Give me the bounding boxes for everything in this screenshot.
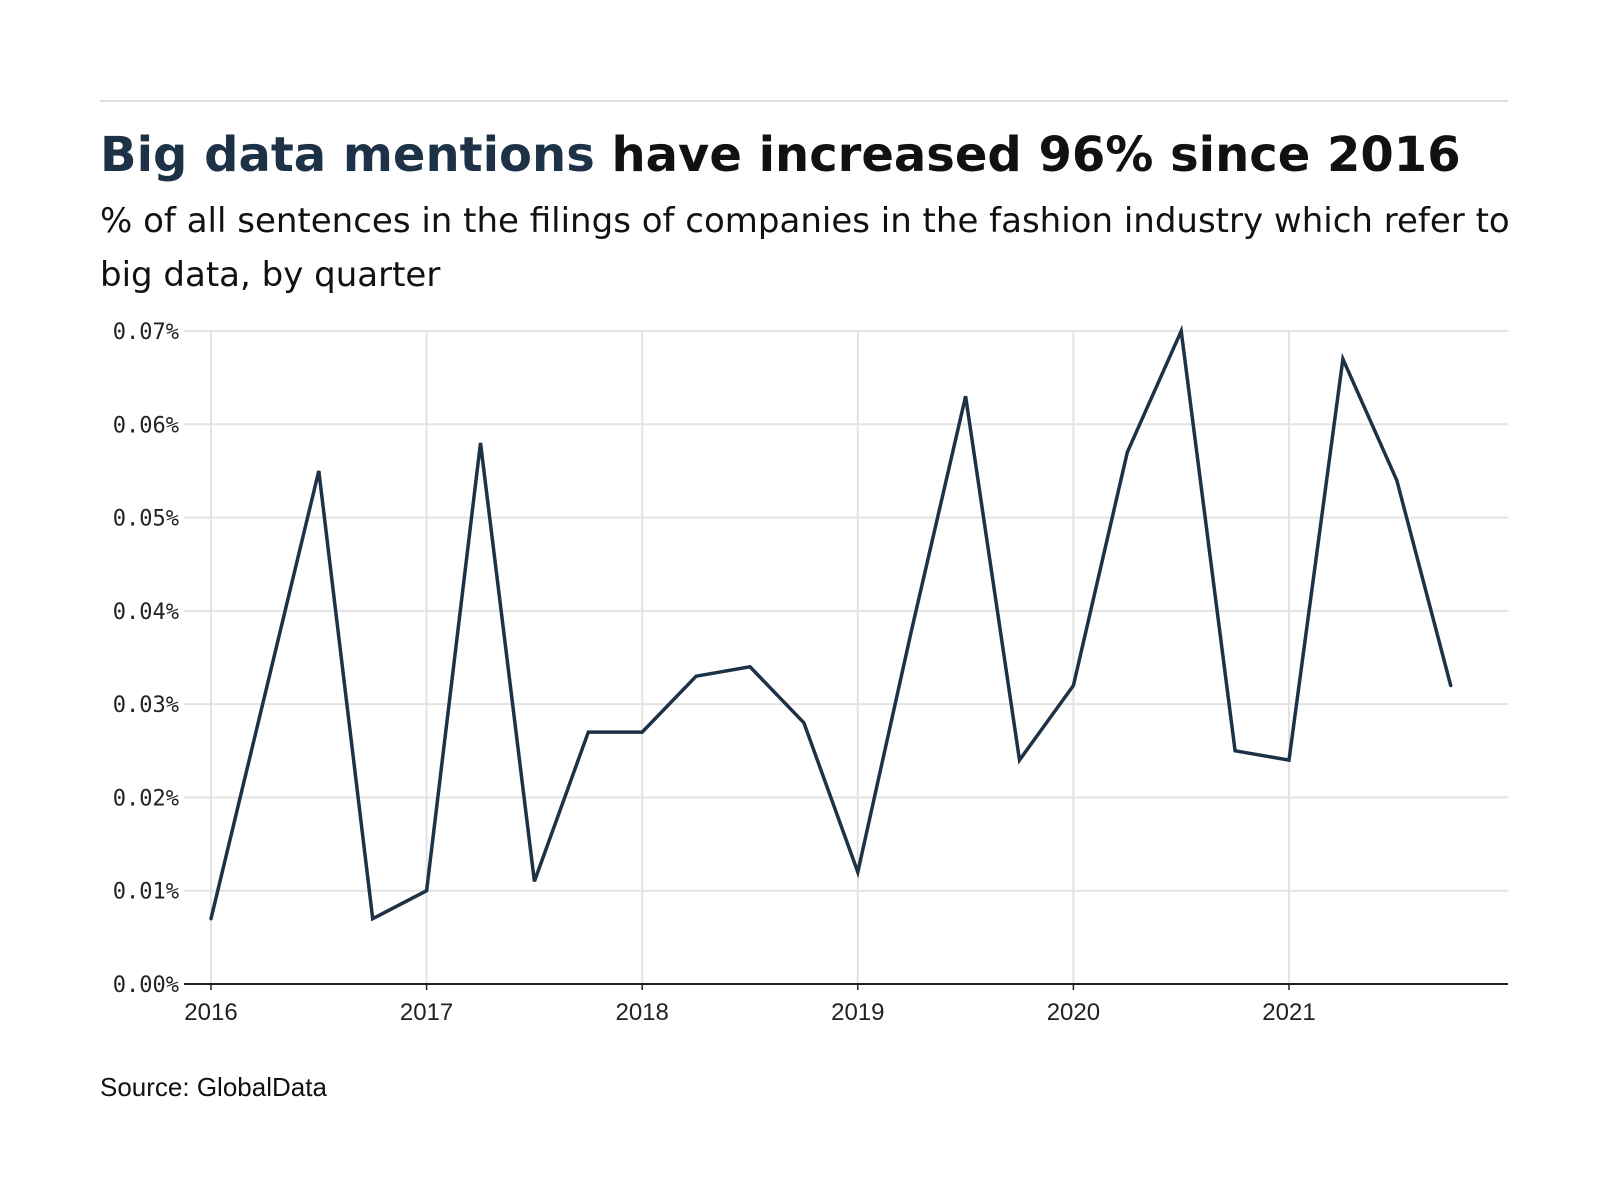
y-tick-label: 0.07% bbox=[113, 320, 179, 345]
series-line bbox=[209, 324, 1453, 922]
chart-title-highlight: Big data mentions bbox=[100, 127, 595, 183]
top-divider bbox=[100, 100, 1508, 102]
source-note: Source: GlobalData bbox=[100, 1072, 327, 1102]
y-tick-label: 0.05% bbox=[113, 507, 179, 532]
y-tick-label: 0.02% bbox=[113, 786, 179, 811]
chart-title-rest: have increased 96% since 2016 bbox=[594, 127, 1461, 183]
chart-title: Big data mentions have increased 96% sin… bbox=[100, 124, 1520, 186]
y-tick-label: 0.06% bbox=[113, 413, 179, 438]
x-tick-label: 2016 bbox=[184, 999, 237, 1026]
grid-layer bbox=[184, 330, 1508, 984]
line-chart: 0.00% 0.01% 0.02% 0.03% 0.04% 0.05% 0.06% 0.07%… bbox=[113, 320, 1508, 1026]
y-tick-label: 0.04% bbox=[113, 600, 179, 625]
x-tick-label: 2021 bbox=[1262, 999, 1315, 1026]
axis-layer: 0.00% 0.01% 0.02% 0.03% 0.04% 0.05% 0.06% 0.07%… bbox=[113, 320, 1508, 1026]
y-tick-label: 0.00% bbox=[113, 973, 179, 998]
y-tick-label: 0.03% bbox=[113, 693, 179, 718]
x-tick-label: 2019 bbox=[831, 999, 884, 1026]
x-tick-label: 2020 bbox=[1047, 999, 1100, 1026]
y-tick-label: 0.01% bbox=[113, 880, 179, 905]
series-layer bbox=[209, 324, 1453, 922]
x-tick-label: 2017 bbox=[400, 999, 453, 1026]
x-tick-label: 2018 bbox=[616, 999, 669, 1026]
chart-subtitle: % of all sentences in the filings of com… bbox=[100, 201, 1510, 295]
